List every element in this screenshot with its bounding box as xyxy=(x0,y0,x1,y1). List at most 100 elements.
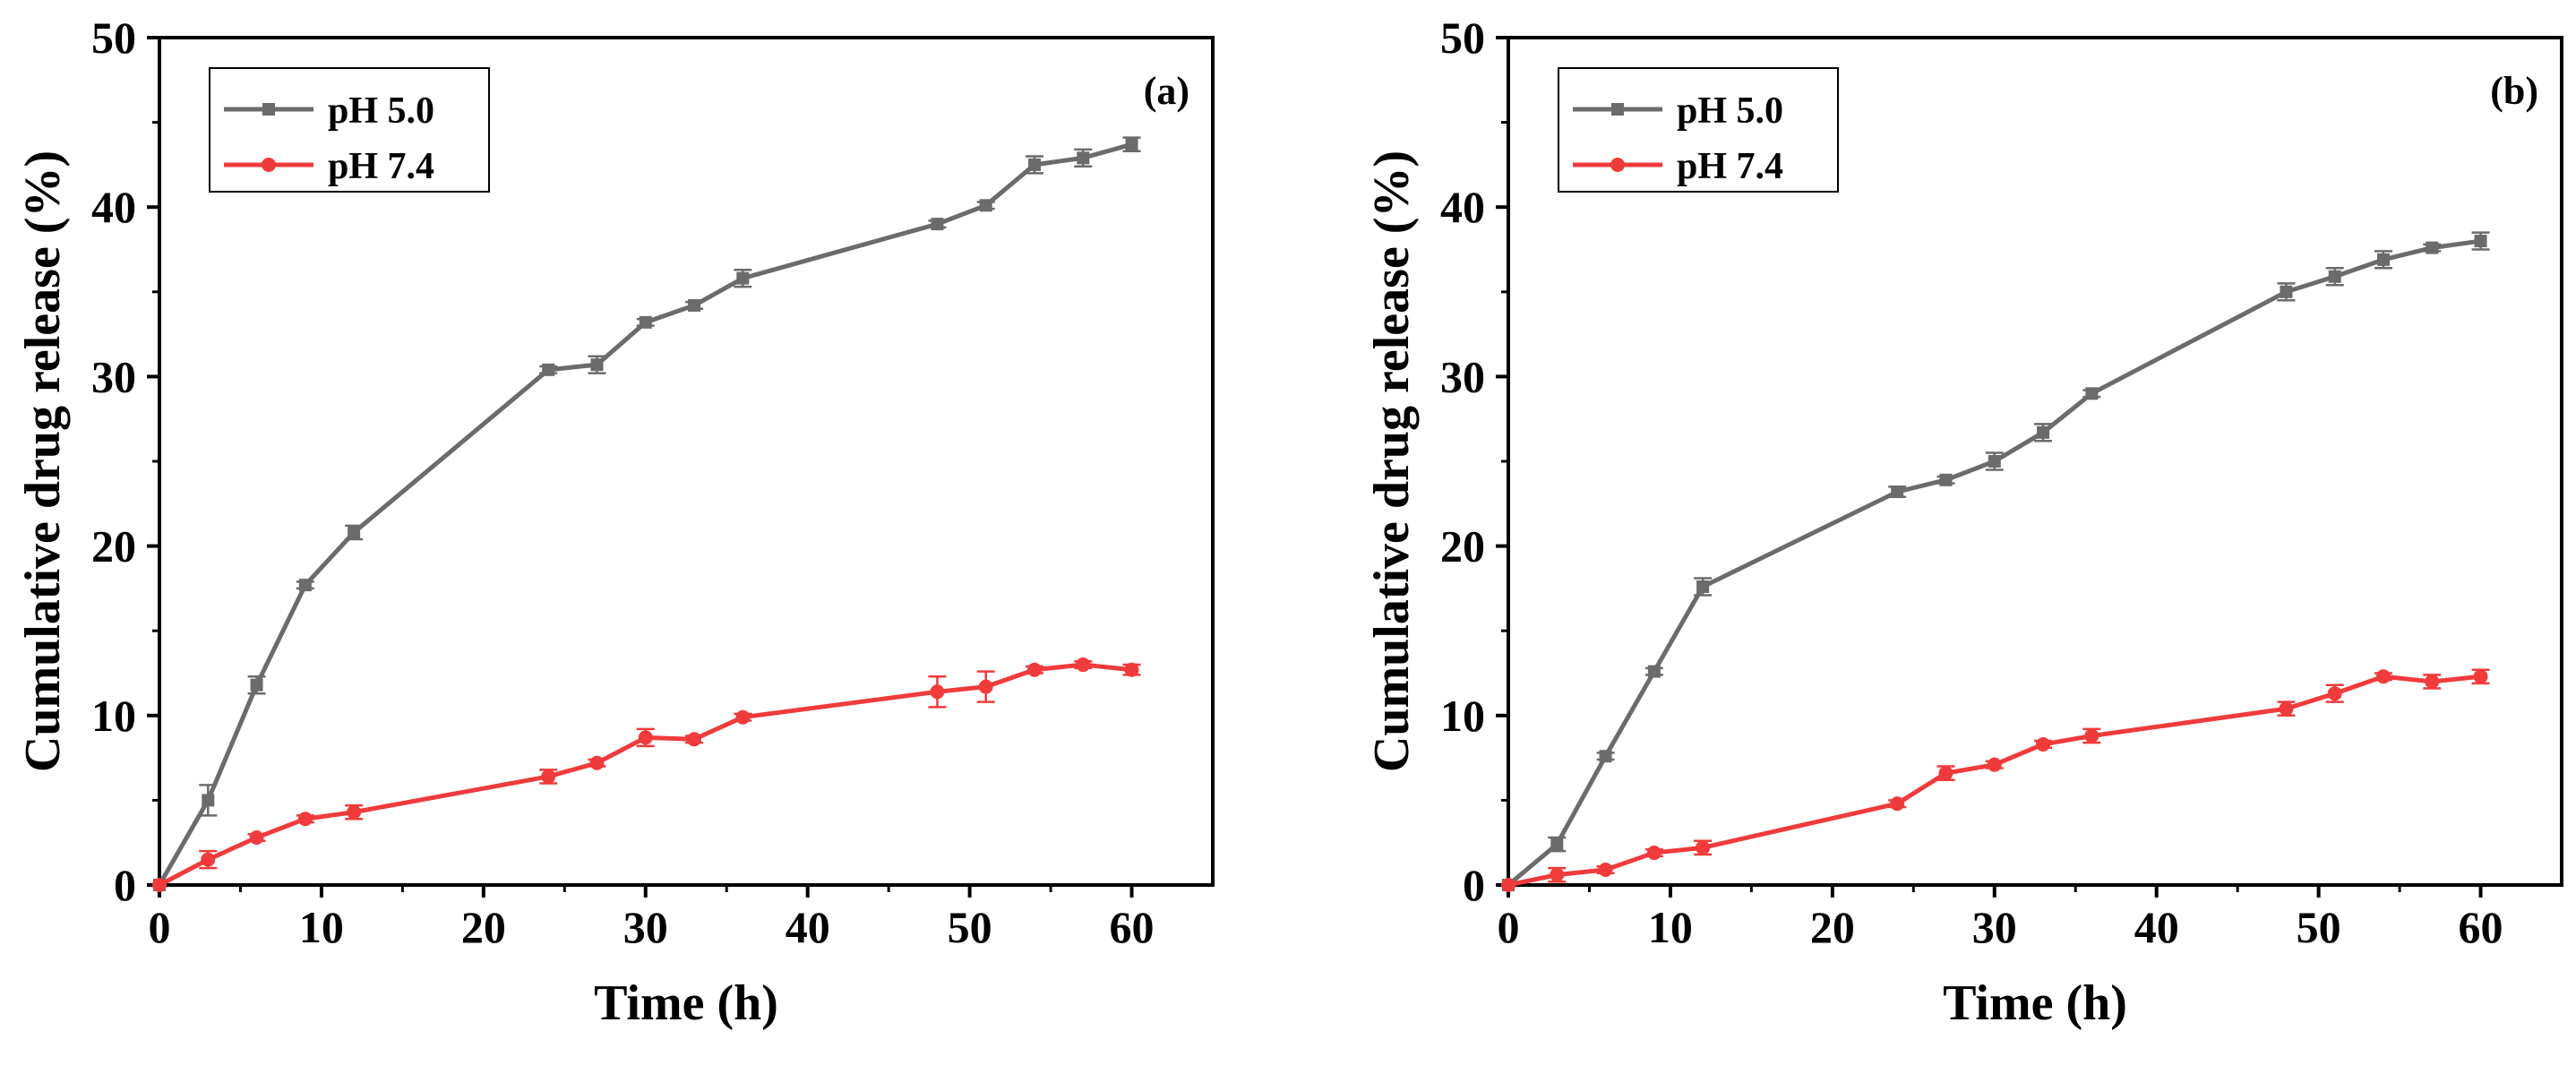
legend-box xyxy=(1558,67,1839,193)
data-point xyxy=(1938,766,1953,781)
data-point xyxy=(1939,473,1953,486)
data-point xyxy=(1988,455,2001,468)
data-point xyxy=(1646,846,1662,861)
x-tick-label: 50 xyxy=(2297,902,2341,952)
legend-label: pH 5.0 xyxy=(328,90,434,132)
data-point xyxy=(542,363,555,376)
data-point xyxy=(541,769,556,784)
x-tick-label: 10 xyxy=(1648,902,1693,952)
y-axis-label: Cumulative drug release (%) xyxy=(15,150,71,772)
data-point xyxy=(1026,662,1042,677)
legend-swatch-marker xyxy=(1610,158,1625,172)
x-tick-label: 40 xyxy=(786,902,830,952)
x-tick-label: 40 xyxy=(2134,902,2179,952)
data-point xyxy=(201,852,216,867)
data-point xyxy=(298,579,312,592)
panel-label: (b) xyxy=(2490,69,2538,113)
y-tick-label: 30 xyxy=(1440,351,1485,401)
legend-box xyxy=(209,67,490,193)
data-point xyxy=(2327,686,2342,701)
data-point xyxy=(249,830,264,846)
legend-swatch-marker xyxy=(262,103,275,116)
data-point xyxy=(1550,838,1564,851)
y-axis-label: Cumulative drug release (%) xyxy=(1364,150,1420,772)
data-point xyxy=(1124,662,1139,677)
legend-label: pH 7.4 xyxy=(328,146,434,187)
data-point xyxy=(2474,235,2487,248)
chart-panel-a: 0 10 20 30 40 50 60 0 10 20 30 40 50 Time (h) Cumulati… xyxy=(15,13,1215,1031)
x-tick-label: 30 xyxy=(1972,902,2017,952)
x-tick-label: 60 xyxy=(2459,902,2503,952)
x-tick-label: 20 xyxy=(461,902,506,952)
data-point xyxy=(736,271,750,285)
y-tick-label: 0 xyxy=(114,860,136,910)
data-point xyxy=(1125,138,1138,151)
y-tick-label: 30 xyxy=(91,351,136,401)
data-point xyxy=(1550,867,1565,882)
series-ph-5-0 xyxy=(1502,231,2490,891)
data-point xyxy=(1647,665,1661,678)
data-point xyxy=(202,794,215,807)
legend: pH 5.0 pH 7.4 xyxy=(209,67,490,193)
y-tick-label: 50 xyxy=(91,13,136,63)
data-point xyxy=(638,730,653,745)
x-tick-label: 50 xyxy=(948,902,992,952)
series-line xyxy=(1507,238,2481,887)
data-point xyxy=(2037,425,2050,439)
data-point xyxy=(1501,878,1516,892)
data-point xyxy=(2036,736,2051,752)
data-point xyxy=(2425,674,2440,689)
legend-label: pH 7.4 xyxy=(1677,146,1783,187)
data-point xyxy=(930,684,945,700)
data-point xyxy=(1987,757,2002,772)
data-point xyxy=(2280,285,2293,298)
data-point xyxy=(639,315,652,329)
data-point xyxy=(735,709,751,725)
data-point xyxy=(2084,728,2099,743)
x-tick-label: 20 xyxy=(1810,902,1855,952)
data-point xyxy=(589,755,605,770)
data-point xyxy=(2426,241,2439,254)
y-tick-label: 20 xyxy=(1440,521,1485,571)
series-ph-7-4 xyxy=(152,657,1141,892)
data-point xyxy=(2085,387,2099,400)
x-tick-label: 30 xyxy=(623,902,668,952)
y-tick-label: 40 xyxy=(1440,182,1485,232)
y-tick-label: 10 xyxy=(91,691,136,741)
data-point xyxy=(2279,701,2294,717)
data-point xyxy=(1027,158,1041,171)
x-axis-label: Time (h) xyxy=(1943,975,2127,1031)
x-tick-label: 0 xyxy=(149,902,171,952)
data-point xyxy=(2375,669,2391,684)
y-tick-label: 40 xyxy=(91,182,136,232)
data-point xyxy=(347,804,362,820)
y-tick-label: 10 xyxy=(1440,691,1485,741)
data-point xyxy=(1598,862,1613,877)
legend-label: pH 5.0 xyxy=(1677,90,1783,132)
data-point xyxy=(250,678,263,692)
legend-swatch-marker xyxy=(262,158,276,172)
data-point xyxy=(2328,270,2341,283)
series-line xyxy=(157,142,1133,887)
data-point xyxy=(931,218,944,231)
data-point xyxy=(1077,151,1090,165)
data-point xyxy=(590,358,604,372)
panel-label: (a) xyxy=(1144,69,1189,113)
data-point xyxy=(687,732,702,747)
data-point xyxy=(979,199,992,212)
x-axis-label: Time (h) xyxy=(594,975,778,1031)
data-point xyxy=(1891,485,1904,499)
legend: pH 5.0 pH 7.4 xyxy=(1558,67,1839,193)
y-tick-label: 50 xyxy=(1440,13,1485,63)
data-point xyxy=(978,679,993,694)
chart-panel-b: 0 10 20 30 40 50 60 0 10 20 30 40 50 Time (h) Cumulati… xyxy=(1364,13,2563,1031)
legend-swatch-marker xyxy=(1611,103,1624,116)
series-ph-5-0 xyxy=(153,136,1141,891)
data-point xyxy=(1696,580,1710,594)
data-point xyxy=(2473,669,2488,684)
data-point xyxy=(348,526,361,539)
y-tick-label: 20 xyxy=(91,521,136,571)
y-tick-label: 0 xyxy=(1463,860,1485,910)
data-point xyxy=(1599,750,1612,763)
data-point xyxy=(2376,253,2390,266)
